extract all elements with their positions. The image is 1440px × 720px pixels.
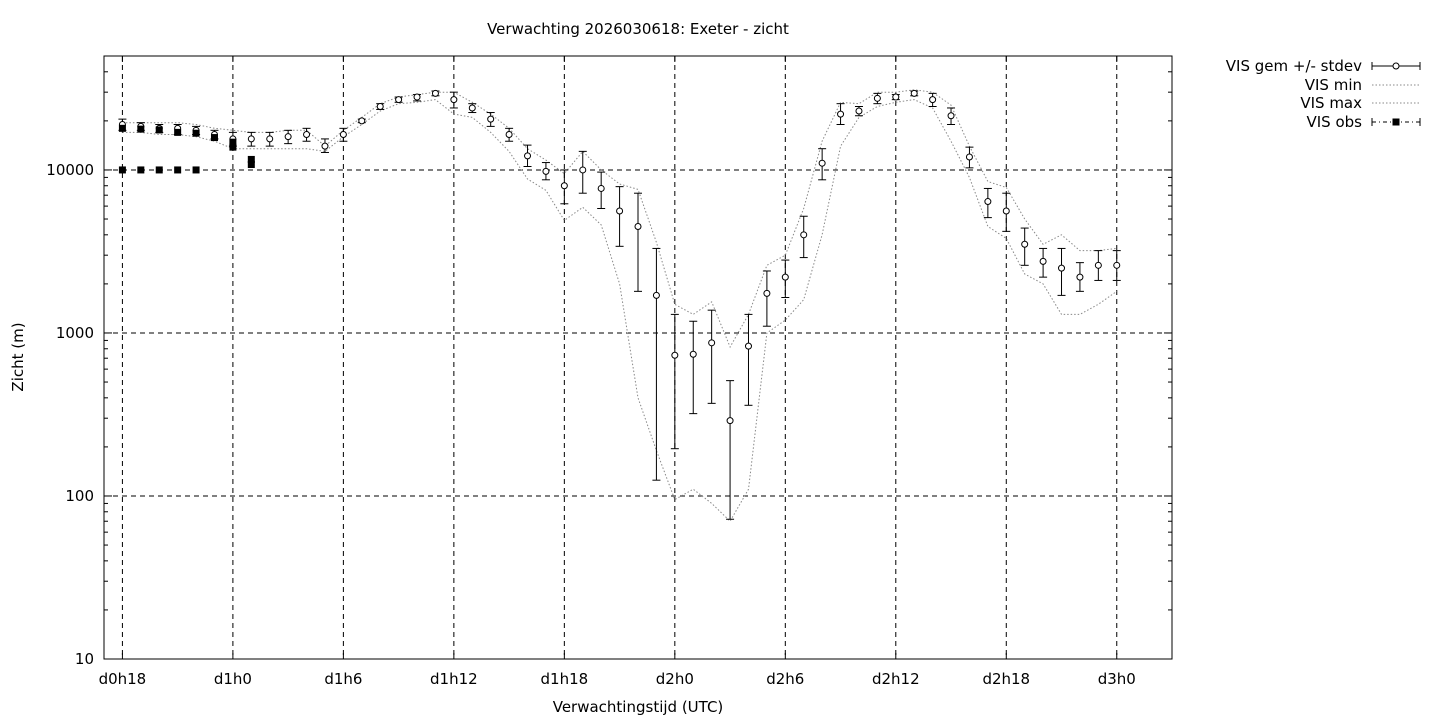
obs-point: [210, 134, 218, 142]
mean-point: [818, 159, 826, 167]
mean-point: [560, 182, 568, 190]
x-tick-label: d2h6: [766, 670, 804, 688]
legend-marker: [1392, 62, 1400, 70]
obs-point: [137, 166, 145, 174]
obs-point: [155, 166, 163, 174]
mean-point: [634, 222, 642, 230]
legend-label: VIS gem +/- stdev: [1226, 57, 1362, 75]
mean-point: [763, 289, 771, 297]
x-tick-label: d3h0: [1098, 670, 1136, 688]
legend-label: VIS obs: [1307, 113, 1363, 131]
mean-point: [468, 104, 476, 112]
mean-point: [431, 89, 439, 97]
mean-point: [726, 417, 734, 425]
mean-point: [303, 130, 311, 138]
x-tick-label: d2h18: [982, 670, 1030, 688]
y-tick-label: 1000: [56, 324, 94, 342]
mean-point: [376, 103, 384, 111]
mean-point: [395, 96, 403, 104]
x-tick-label: d0h18: [99, 670, 147, 688]
mean-point: [1058, 264, 1066, 272]
obs-point: [137, 125, 145, 133]
legend-marker: [1392, 118, 1400, 126]
legend-label: VIS min: [1305, 76, 1362, 94]
mean-point: [597, 184, 605, 192]
mean-point: [321, 142, 329, 150]
mean-point: [339, 130, 347, 138]
mean-point: [1094, 261, 1102, 269]
mean-point: [1039, 257, 1047, 265]
obs-point: [247, 155, 255, 163]
x-tick-label: d1h0: [214, 670, 252, 688]
mean-point: [984, 198, 992, 206]
mean-point: [965, 153, 973, 161]
mean-point: [671, 351, 679, 359]
x-tick-label: d1h6: [324, 670, 362, 688]
mean-point: [1021, 240, 1029, 248]
mean-point: [505, 130, 513, 138]
obs-point: [118, 124, 126, 132]
obs-point: [192, 166, 200, 174]
x-tick-label: d2h12: [872, 670, 920, 688]
mean-point: [487, 115, 495, 123]
mean-point: [524, 152, 532, 160]
mean-point: [450, 96, 458, 104]
y-tick-label: 100: [65, 487, 94, 505]
mean-point: [689, 350, 697, 358]
mean-point: [413, 93, 421, 101]
obs-point: [229, 143, 237, 151]
mean-point: [800, 231, 808, 239]
y-tick-label: 10000: [46, 161, 94, 179]
plot-area: [118, 89, 1121, 523]
mean-point: [910, 89, 918, 97]
mean-point: [855, 107, 863, 115]
mean-point: [929, 96, 937, 104]
mean-point: [542, 167, 550, 175]
mean-point: [247, 135, 255, 143]
obs-point: [155, 126, 163, 134]
plot-frame: [103, 55, 1173, 660]
mean-point: [708, 339, 716, 347]
chart-title: Verwachting 2026030618: Exeter - zicht: [487, 20, 789, 38]
x-tick-label: d2h0: [656, 670, 694, 688]
obs-point: [192, 129, 200, 137]
mean-point: [1113, 261, 1121, 269]
mean-point: [892, 93, 900, 101]
mean-point: [744, 342, 752, 350]
mean-point: [616, 207, 624, 215]
mean-point: [266, 135, 274, 143]
mean-point: [781, 273, 789, 281]
y-axis-label: Zicht (m): [9, 322, 27, 391]
obs-point: [174, 166, 182, 174]
mean-point: [284, 133, 292, 141]
obs-point: [247, 160, 255, 168]
mean-point: [1076, 273, 1084, 281]
grid: [104, 56, 1172, 659]
mean-point: [579, 166, 587, 174]
y-tick-label: 10: [75, 650, 94, 668]
obs-point: [229, 138, 237, 146]
legend-label: VIS max: [1300, 94, 1362, 112]
x-axis-label: Verwachtingstijd (UTC): [553, 698, 724, 716]
x-tick-label: d1h18: [541, 670, 589, 688]
mean-point: [358, 117, 366, 125]
mean-point: [652, 291, 660, 299]
mean-point: [947, 112, 955, 120]
vis-max-line: [122, 89, 1117, 349]
mean-point: [837, 110, 845, 118]
axis-ticks: d0h18 d1h0 d1h6 d1h12 d1h18 d2h0 d2h6 d2h12 d2h1…: [46, 55, 1172, 688]
obs-point: [118, 166, 126, 174]
obs-point: [174, 128, 182, 136]
mean-point: [1002, 207, 1010, 215]
x-tick-label: d1h12: [430, 670, 478, 688]
mean-point: [873, 94, 881, 102]
vis-min-line: [122, 99, 1118, 523]
